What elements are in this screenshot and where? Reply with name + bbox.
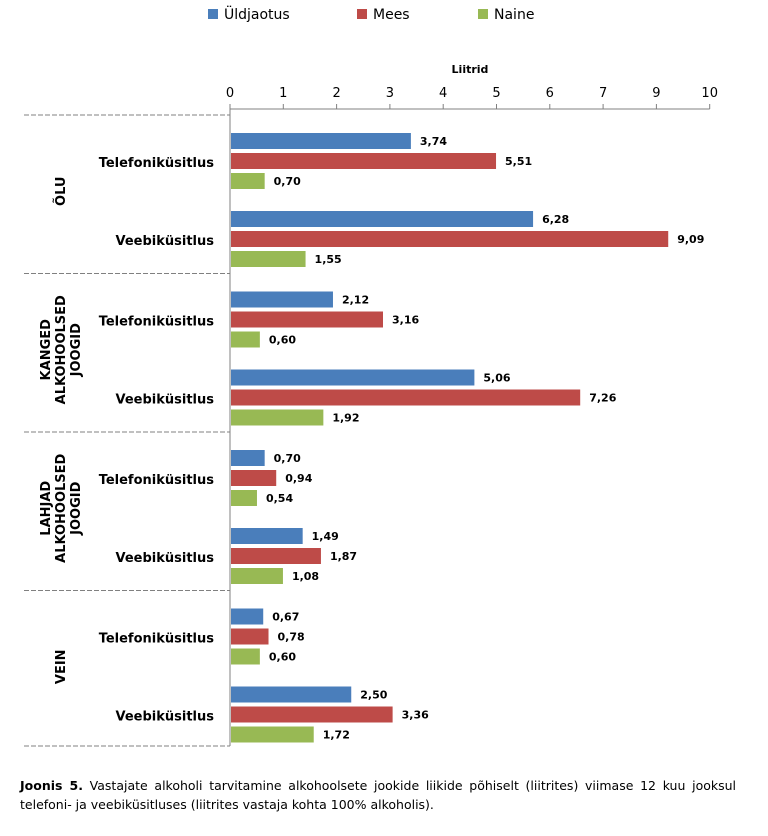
group-label: ÕLU [53, 177, 69, 206]
data-label: 9,09 [677, 233, 704, 246]
legend-swatch-2 [478, 9, 488, 19]
bar-naine [231, 648, 260, 665]
data-label: 6,28 [542, 213, 569, 226]
row-label: Telefoniküsitlus [99, 473, 215, 488]
x-axis-title: Liitrid [452, 63, 489, 76]
x-tick-label: 2 [332, 86, 340, 101]
caption-text: Vastajate alkoholi tarvitamine alkohools… [20, 778, 737, 812]
bar-naine [231, 331, 260, 348]
bar-naine [231, 568, 283, 584]
row-label: Telefoniküsitlus [99, 632, 215, 647]
data-label: 5,06 [483, 372, 510, 385]
data-label: 5,51 [505, 155, 532, 168]
data-label: 0,60 [269, 651, 296, 664]
legend-label-1: Mees [373, 7, 410, 23]
bar-üldjaotus [231, 528, 303, 544]
bar-mees [231, 470, 277, 486]
legend-label-0: Üldjaotus [224, 5, 290, 23]
chart: Üldjaotus Mees Naine Liitrid 0 1 2 3 4 5 6 7 9 10 ÕLU T… [24, 5, 718, 747]
bar-naine [231, 173, 265, 189]
x-tick-label: 10 [701, 86, 718, 101]
bar-mees [231, 706, 393, 723]
caption-label: Joonis 5. [20, 778, 83, 793]
bar-naine [231, 251, 306, 267]
x-tick-label: 3 [386, 86, 394, 101]
data-label: 1,08 [292, 570, 319, 583]
data-label: 1,55 [315, 253, 342, 266]
data-label: 1,92 [332, 412, 359, 425]
bar-mees [231, 153, 497, 169]
row-label: Veebiküsitlus [115, 234, 214, 249]
data-label: 0,70 [274, 452, 301, 465]
group-label: JOOGID [69, 323, 84, 377]
bar-üldjaotus [231, 686, 352, 703]
row-label: Veebiküsitlus [115, 551, 214, 566]
group-label: VEIN [54, 649, 69, 684]
x-tick-label: 5 [492, 86, 500, 101]
data-label: 3,16 [392, 314, 419, 327]
data-label: 0,94 [285, 472, 312, 485]
data-label: 2,12 [342, 294, 369, 307]
legend-swatch-1 [357, 9, 367, 19]
x-tick-label: 9 [652, 86, 660, 101]
x-tick-label: 4 [439, 86, 447, 101]
data-label: 1,49 [312, 530, 339, 543]
data-label: 3,74 [420, 135, 447, 148]
bar-naine [231, 726, 314, 743]
row-label: Veebiküsitlus [115, 393, 214, 408]
row-label: Telefoniküsitlus [99, 156, 215, 171]
data-label: 0,67 [272, 611, 299, 624]
bar-mees [231, 311, 383, 328]
bar-üldjaotus [231, 608, 264, 625]
row-label: Telefoniküsitlus [99, 315, 215, 330]
data-label: 3,36 [402, 709, 429, 722]
data-label: 0,54 [266, 492, 293, 505]
data-label: 7,26 [589, 392, 616, 405]
bar-mees [231, 389, 581, 406]
bar-üldjaotus [231, 369, 475, 386]
data-label: 0,60 [269, 334, 296, 347]
group-label: ALKOHOOLSED [54, 295, 69, 404]
data-label: 2,50 [360, 689, 387, 702]
data-label: 0,70 [274, 175, 301, 188]
bar-mees [231, 628, 269, 645]
bar-üldjaotus [231, 133, 411, 149]
group-label: ALKOHOOLSED [54, 453, 69, 562]
group-label: KANGED [39, 319, 54, 381]
x-tick-label: 0 [226, 86, 234, 101]
bar-mees [231, 231, 669, 247]
bar-mees [231, 548, 321, 564]
x-tick-label: 1 [279, 86, 287, 101]
legend-swatch-0 [208, 9, 218, 19]
bar-üldjaotus [231, 291, 333, 308]
data-label: 0,78 [278, 631, 305, 644]
bar-naine [231, 490, 257, 506]
row-label: Veebiküsitlus [115, 710, 214, 725]
data-label: 1,72 [323, 729, 350, 742]
x-tick-label: 7 [599, 86, 607, 101]
x-tick-label: 6 [546, 86, 554, 101]
figure-caption: Joonis 5. Vastajate alkoholi tarvitamine… [20, 776, 736, 814]
bar-naine [231, 409, 324, 426]
bar-üldjaotus [231, 211, 534, 227]
legend-label-2: Naine [494, 7, 534, 23]
chart-svg: Üldjaotus Mees Naine Liitrid 0 1 2 3 4 5 6 7 9 10 ÕLU T… [24, 5, 718, 747]
data-label: 1,87 [330, 550, 357, 563]
group-label: JOOGID [69, 481, 84, 535]
group-label: LAHJAD [39, 481, 54, 536]
bar-üldjaotus [231, 450, 265, 466]
